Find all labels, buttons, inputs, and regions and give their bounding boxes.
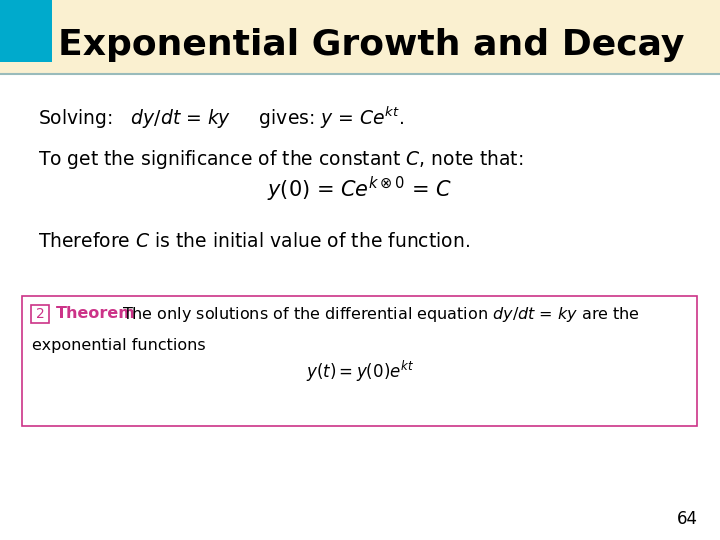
Text: 64: 64	[677, 510, 698, 528]
Text: Theorem: Theorem	[56, 307, 136, 321]
Text: $y$(0) = $Ce^{k\otimes 0}$ = $C$: $y$(0) = $Ce^{k\otimes 0}$ = $C$	[267, 175, 453, 204]
Text: 2: 2	[35, 307, 45, 321]
Text: exponential functions: exponential functions	[32, 338, 206, 353]
FancyBboxPatch shape	[31, 305, 49, 323]
FancyBboxPatch shape	[0, 0, 52, 62]
Text: $y(t) = y(0)e^{kt}$: $y(t) = y(0)e^{kt}$	[306, 359, 414, 383]
Text: Solving:   $dy/dt$ = $ky$     gives: $y$ = $Ce^{kt}$.: Solving: $dy/dt$ = $ky$ gives: $y$ = $Ce…	[38, 105, 404, 131]
Text: Exponential Growth and Decay: Exponential Growth and Decay	[58, 28, 685, 62]
FancyBboxPatch shape	[0, 0, 720, 73]
Text: Therefore $C$ is the initial value of the function.: Therefore $C$ is the initial value of th…	[38, 232, 470, 251]
FancyBboxPatch shape	[22, 296, 697, 426]
Text: To get the significance of the constant $C$, note that:: To get the significance of the constant …	[38, 148, 523, 171]
Text: The only solutions of the differential equation $dy/dt$ = $ky$ are the: The only solutions of the differential e…	[122, 305, 640, 323]
